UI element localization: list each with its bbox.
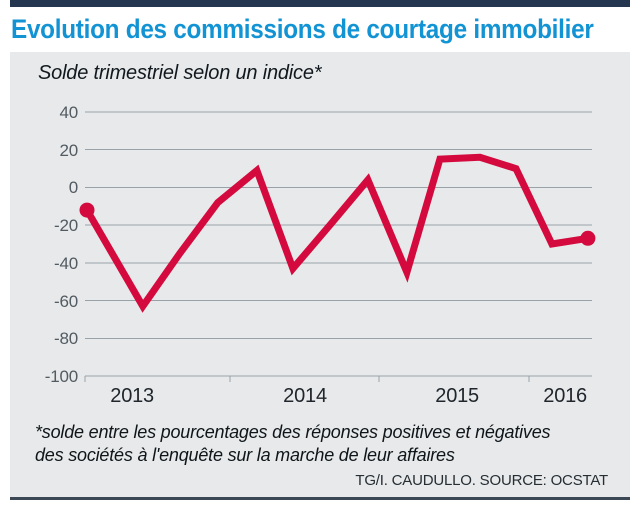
credit-source: TG/I. CAUDULLO. SOURCE: OCSTAT: [355, 472, 608, 489]
y-tick-label--60: -60: [54, 291, 78, 311]
y-tick-label--80: -80: [54, 329, 78, 349]
chart-subtitle: Solde trimestriel selon un indice*: [38, 62, 322, 84]
y-tick-label-40: 40: [59, 103, 78, 122]
x-tick-label-2013: 2013: [110, 385, 154, 407]
top-accent-bar: [10, 0, 630, 7]
y-tick-label--100: -100: [44, 367, 78, 386]
bottom-rule: [10, 497, 630, 500]
footnote-line-1: *solde entre les pourcentages des répons…: [35, 422, 551, 442]
x-tick-label-2016: 2016: [543, 385, 587, 407]
y-tick-label--20: -20: [54, 216, 78, 236]
x-tick-label-2014: 2014: [283, 385, 327, 407]
chart-panel: [10, 52, 630, 497]
y-tick-label--40: -40: [54, 253, 78, 273]
y-tick-label-20: 20: [59, 140, 78, 160]
data-series-line: [83, 153, 589, 313]
end-point-marker: [580, 230, 596, 246]
x-tick-label-2015: 2015: [435, 385, 479, 407]
footnote: *solde entre les pourcentages des répons…: [35, 421, 551, 467]
start-point-marker: [79, 202, 95, 218]
page-title: Evolution des commissions de courtage im…: [11, 14, 594, 44]
y-tick-label-0: 0: [68, 178, 78, 198]
footnote-line-2: des sociétés à l'enquête sur la marche d…: [35, 445, 455, 465]
